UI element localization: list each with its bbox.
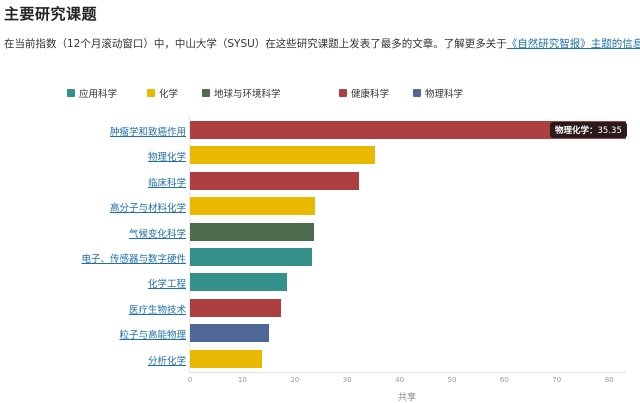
x-tick-label: 80 — [604, 376, 614, 384]
legend-item-chemistry[interactable]: 化学 — [147, 86, 178, 100]
bar[interactable] — [190, 298, 281, 317]
nature-index-topics-link[interactable]: 《自然研究智报》主题的信息 — [506, 38, 640, 50]
category-link[interactable]: 医疗生物技术 — [128, 304, 186, 316]
x-tick-label: 40 — [395, 376, 405, 384]
x-tick-label: 0 — [187, 376, 193, 384]
category-link[interactable]: 电子、传感器与数字硬件 — [81, 254, 186, 265]
legend-item-physical-sciences[interactable]: 物理科学 — [413, 86, 463, 100]
legend-swatch — [413, 89, 421, 97]
bar[interactable] — [190, 273, 287, 292]
description-text: 在当前指数（12个月滚动窗口）中，中山大学（SYSU）在这些研究课题上发表了最多… — [4, 38, 507, 50]
tooltip-value: 35.35 — [597, 126, 622, 136]
tooltip-label: 物理化学： — [555, 126, 598, 136]
category-link[interactable]: 气候变化科学 — [128, 228, 186, 240]
section-description: 在当前指数（12个月滚动窗口）中，中山大学（SYSU）在这些研究课题上发表了最多… — [4, 36, 640, 51]
legend-swatch — [202, 89, 210, 97]
bar[interactable] — [190, 197, 315, 216]
legend-item-applied-sciences[interactable]: 应用科学 — [67, 86, 117, 100]
legend-swatch — [339, 89, 347, 97]
bar[interactable] — [190, 248, 313, 266]
x-tick-label: 30 — [342, 376, 352, 384]
section-title: 主要研究课题 — [4, 5, 98, 23]
x-tick-label: 60 — [499, 376, 509, 384]
x-tick-label: 20 — [290, 376, 300, 384]
category-link[interactable]: 分析化学 — [147, 355, 186, 367]
chart-legend: 应用科学 化学 地球与环境科学 健康科学 物理科学 — [0, 86, 640, 100]
bar[interactable] — [190, 222, 314, 241]
x-tick-label: 70 — [552, 376, 562, 384]
category-link[interactable]: 临床科学 — [147, 177, 186, 189]
x-axis-line — [189, 372, 626, 373]
bar[interactable] — [190, 121, 626, 139]
category-link[interactable]: 高分子与材料化学 — [109, 203, 186, 215]
category-link[interactable]: 粒子与高能物理 — [119, 330, 186, 342]
legend-swatch — [67, 89, 75, 97]
x-tick-label: 50 — [447, 376, 457, 384]
legend-swatch — [147, 89, 155, 97]
bar[interactable] — [190, 146, 376, 165]
category-link[interactable]: 物理化学 — [147, 152, 186, 164]
legend-label: 地球与环境科学 — [214, 89, 281, 100]
bar[interactable] — [190, 324, 270, 343]
category-link[interactable]: 肿瘤学和致癌作用 — [109, 127, 186, 138]
legend-label: 物理科学 — [425, 89, 464, 100]
bar-tooltip: 物理化学：35.35 — [550, 122, 627, 138]
x-tick-label: 10 — [237, 376, 247, 384]
legend-item-health-sciences[interactable]: 健康科学 — [339, 86, 389, 100]
y-axis-line — [189, 115, 190, 372]
category-link[interactable]: 化学工程 — [147, 279, 186, 291]
legend-label: 化学 — [159, 89, 179, 100]
legend-label: 应用科学 — [79, 89, 118, 100]
bar[interactable] — [190, 171, 360, 190]
x-axis-label: 共享 — [397, 393, 417, 403]
bar[interactable] — [190, 349, 262, 368]
legend-item-earth-environmental[interactable]: 地球与环境科学 — [202, 86, 281, 100]
legend-label: 健康科学 — [351, 89, 390, 100]
